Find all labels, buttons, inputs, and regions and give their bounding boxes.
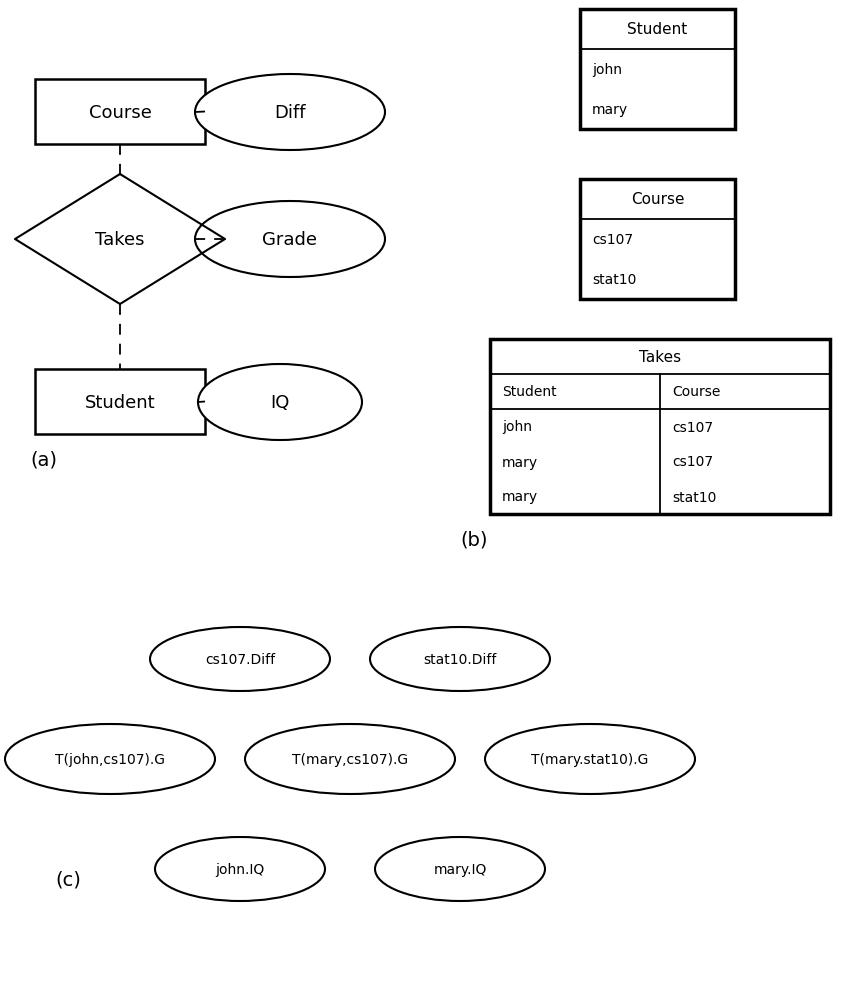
Text: IQ: IQ — [270, 394, 290, 412]
Text: stat10: stat10 — [592, 272, 637, 286]
Text: cs107: cs107 — [672, 420, 713, 434]
Text: mary: mary — [592, 103, 628, 117]
Ellipse shape — [155, 837, 325, 902]
Ellipse shape — [195, 202, 385, 277]
Text: Course: Course — [631, 192, 684, 208]
Text: Takes: Takes — [95, 231, 144, 248]
Text: (a): (a) — [30, 450, 57, 469]
Text: stat10: stat10 — [672, 490, 717, 504]
Text: mary: mary — [502, 455, 538, 469]
Bar — [490, 340, 830, 515]
Text: T(mary,cs107).G: T(mary,cs107).G — [292, 752, 408, 766]
Text: mary.IQ: mary.IQ — [434, 862, 487, 876]
Text: john: john — [592, 63, 622, 77]
Text: (c): (c) — [55, 870, 81, 889]
Ellipse shape — [375, 837, 545, 902]
Text: john.IQ: john.IQ — [215, 862, 264, 876]
Text: (b): (b) — [460, 530, 488, 549]
Text: cs107: cs107 — [672, 455, 713, 469]
Text: Course: Course — [88, 103, 151, 121]
Ellipse shape — [245, 725, 455, 794]
Text: Diff: Diff — [275, 104, 306, 122]
Ellipse shape — [370, 627, 550, 691]
Bar — [580, 180, 735, 300]
Text: Course: Course — [672, 385, 720, 400]
Text: stat10.Diff: stat10.Diff — [423, 652, 496, 666]
Ellipse shape — [5, 725, 215, 794]
Text: mary: mary — [502, 490, 538, 504]
Text: cs107.Diff: cs107.Diff — [205, 652, 275, 666]
Ellipse shape — [485, 725, 695, 794]
Bar — [35, 80, 205, 145]
Text: Grade: Grade — [263, 231, 318, 248]
Text: john: john — [502, 420, 532, 434]
Ellipse shape — [150, 627, 330, 691]
Text: T(john,cs107).G: T(john,cs107).G — [55, 752, 165, 766]
Bar — [580, 10, 735, 130]
Text: Student: Student — [502, 385, 557, 400]
Ellipse shape — [195, 75, 385, 151]
Text: Takes: Takes — [639, 350, 681, 365]
Text: cs107: cs107 — [592, 233, 633, 247]
Ellipse shape — [198, 365, 362, 440]
Bar — [35, 370, 205, 434]
Text: T(mary.stat10).G: T(mary.stat10).G — [531, 752, 649, 766]
Text: Student: Student — [85, 393, 156, 412]
Text: Student: Student — [627, 23, 688, 38]
